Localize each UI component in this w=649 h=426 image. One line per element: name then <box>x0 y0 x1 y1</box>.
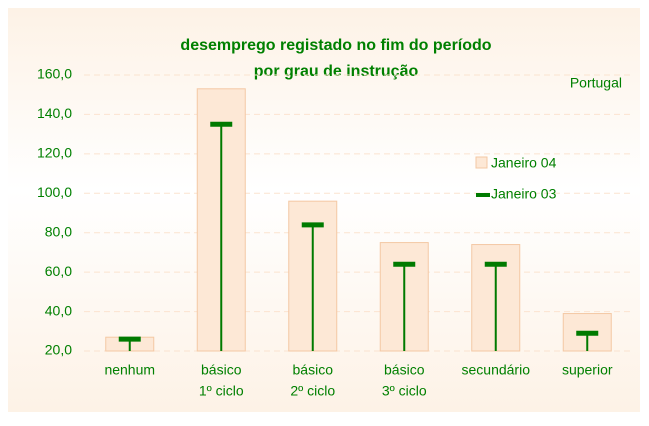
y-tick-label: 60,0 <box>45 263 72 279</box>
marker <box>210 121 233 351</box>
x-tick-label: 3º ciclo <box>382 383 427 399</box>
chart-title: por grau de instrução <box>254 63 419 80</box>
chart-title: desemprego registado no fim do período <box>180 37 491 54</box>
x-tick-label: secundário <box>462 362 531 378</box>
marker <box>118 336 141 351</box>
annotation: Portugal <box>570 75 622 91</box>
x-tick-label: básico <box>384 362 425 378</box>
x-tick-label: básico <box>293 362 334 378</box>
x-tick-label: superior <box>562 362 613 378</box>
marker <box>576 330 599 351</box>
y-tick-label: 80,0 <box>45 223 72 239</box>
y-tick-label: 120,0 <box>37 145 72 161</box>
marker <box>484 261 507 351</box>
legend-swatch <box>475 156 488 169</box>
x-tick-label: básico <box>201 362 242 378</box>
y-tick-label: 140,0 <box>37 105 72 121</box>
y-tick-label: 20,0 <box>45 342 72 358</box>
y-tick-label: 100,0 <box>37 184 72 200</box>
marker <box>301 222 324 351</box>
x-tick-label: 2º ciclo <box>290 383 335 399</box>
legend-label: Janeiro 03 <box>491 186 557 202</box>
x-tick-label: nenhum <box>104 362 155 378</box>
y-tick-label: 40,0 <box>45 302 72 318</box>
marker <box>393 261 416 351</box>
x-tick-label: 1º ciclo <box>199 383 244 399</box>
y-tick-label: 160,0 <box>37 66 72 82</box>
legend-label: Janeiro 04 <box>491 155 557 171</box>
